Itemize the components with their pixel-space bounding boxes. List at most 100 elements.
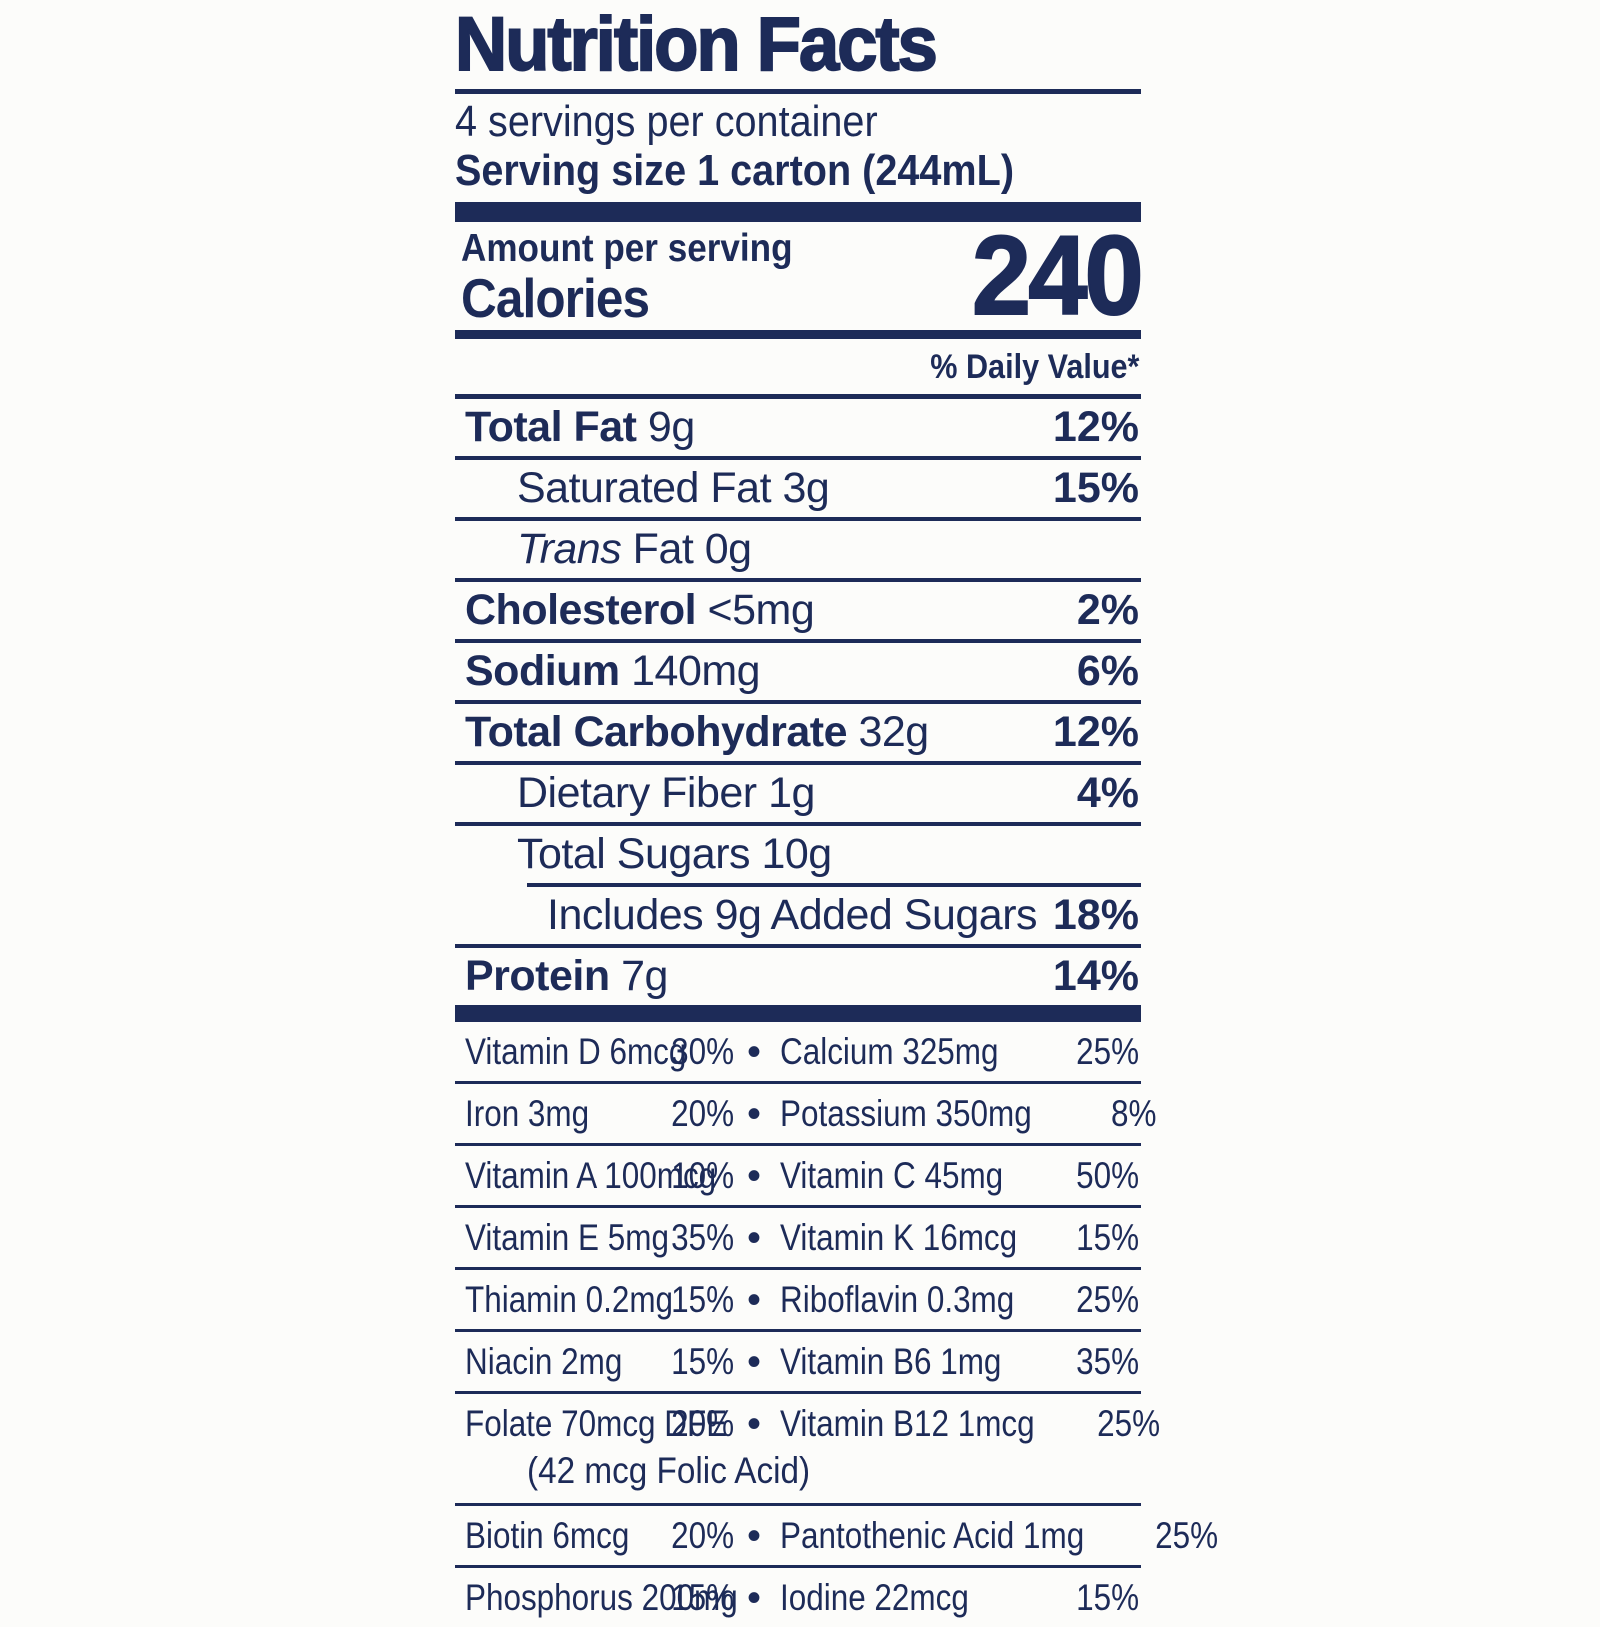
nutrient-dv: 4% — [1076, 769, 1139, 817]
micronutrient-left-dv-cell: 15% — [660, 1575, 734, 1620]
nutrient-amount: 9g — [636, 403, 695, 451]
micronutrient-row: Folate 70mcg DFE 20% • Vitamin B12 1mcg 25% (… — [455, 1394, 1160, 1506]
micronutrient-left-cell: Niacin 2mg — [465, 1339, 660, 1384]
micronutrient-left-cell: Phosphorus 200mg — [465, 1575, 738, 1620]
divider-thick-bar-bottom — [455, 1005, 1141, 1022]
micronutrient-row-grid: Thiamin 0.2mg 15% • Riboflavin 0.3mg 25% — [465, 1277, 1139, 1322]
nutrient-name: Cholesterol <5mg — [465, 586, 815, 634]
nutrient-dv: 15% — [1052, 464, 1139, 512]
micronutrient-right-dv: 25% — [1076, 1279, 1139, 1320]
nutrient-name: Includes 9g Added Sugars — [465, 892, 1038, 939]
micronutrient-right-dv-cell: 25% — [1059, 1277, 1139, 1322]
label-title: Nutrition Facts — [454, 5, 1141, 94]
divider-thick-bar-top — [455, 202, 1141, 222]
micronutrient-row: Niacin 2mg 15% • Vitamin B6 1mg 35% — [455, 1332, 1141, 1394]
micronutrient-right-name: Potassium 350mg — [780, 1093, 1032, 1134]
micronutrient-right-dv-cell: 25% — [1080, 1401, 1160, 1446]
micronutrient-right-cell: Vitamin B12 1mcg — [780, 1401, 1080, 1446]
micronutrient-right-dv: 8% — [1110, 1093, 1157, 1134]
micronutrient-right-dv-cell: 15% — [1059, 1215, 1139, 1260]
nutrient-row: Trans Fat 0g — [455, 521, 1141, 582]
calories-label: Calories — [461, 267, 650, 329]
calories-block: Amount per serving Calories 240 — [455, 219, 1145, 333]
micronutrient-left-dv-cell: 20% — [660, 1513, 734, 1558]
micronutrient-left-dv: 20% — [671, 1093, 735, 1134]
nutrient-amount: 32g — [847, 708, 929, 756]
nutrient-row: Includes 9g Added Sugars 18% — [455, 887, 1141, 948]
micronutrient-left-dv-cell: 10% — [660, 1153, 734, 1198]
serving-size-label: Serving size — [455, 146, 687, 195]
bullet-icon: • — [746, 1277, 761, 1322]
nutrient-name: Trans Fat 0g — [465, 526, 752, 573]
micronutrient-row-grid: Vitamin A 100mcg 10% • Vitamin C 45mg 50% — [465, 1153, 1139, 1198]
nutrient-dv: 12% — [1052, 708, 1139, 756]
micronutrient-right-dv: 25% — [1096, 1403, 1160, 1444]
nutrient-row: Protein 7g 14% — [455, 948, 1141, 1005]
bullet-icon: • — [746, 1513, 761, 1558]
micronutrient-left-cell: Biotin 6mcg — [465, 1513, 660, 1558]
nutrient-row: Sodium 140mg 6% — [455, 643, 1141, 704]
micronutrient-left-name: Niacin 2mg — [465, 1341, 623, 1382]
nutrient-dv: 12% — [1052, 403, 1139, 451]
nutrient-row: Dietary Fiber 1g 4% — [455, 765, 1141, 826]
nutrient-name-text: Total Fat — [465, 403, 637, 451]
micronutrient-row: Vitamin D 6mcg 30% • Calcium 325mg 25% — [455, 1022, 1141, 1084]
nutrient-name-text: Cholesterol — [465, 586, 697, 634]
nutrient-row: Cholesterol <5mg 2% — [455, 582, 1141, 643]
micronutrient-left-name: Iron 3mg — [465, 1093, 590, 1134]
micronutrient-right-dv-cell: 50% — [1059, 1153, 1139, 1198]
micronutrient-left-cell: Vitamin A 100mcg — [465, 1153, 716, 1198]
micronutrient-right-cell: Pantothenic Acid 1mg — [780, 1513, 1138, 1558]
micronutrient-left-dv-cell: 30% — [660, 1029, 734, 1074]
micronutrient-left-dv: 20% — [671, 1403, 735, 1444]
nutrient-name: Dietary Fiber 1g — [465, 770, 815, 817]
micronutrient-left-dv-cell: 15% — [660, 1277, 734, 1322]
nutrient-name: Sodium 140mg — [465, 648, 761, 695]
nutrient-row: Saturated Fat 3g 15% — [455, 460, 1141, 521]
bullet-icon: • — [746, 1153, 761, 1198]
nutrient-amount: 7g — [609, 952, 668, 1000]
nutrient-amount: 0g — [693, 525, 752, 573]
micronutrient-right-name: Pantothenic Acid 1mg — [780, 1515, 1085, 1556]
nutrient-name-text: Dietary Fiber — [517, 769, 757, 817]
micronutrient-right-dv: 15% — [1076, 1217, 1139, 1258]
micronutrient-right-name: Calcium 325mg — [780, 1031, 999, 1072]
micronutrient-right-cell: Vitamin K 16mcg — [780, 1215, 1059, 1260]
micronutrient-right-cell: Calcium 325mg — [780, 1029, 1059, 1074]
micronutrient-left-dv-cell: 20% — [660, 1091, 734, 1136]
micronutrient-right-dv: 25% — [1154, 1515, 1218, 1556]
micronutrient-left-dv: 15% — [671, 1279, 735, 1320]
micronutrient-row: Iron 3mg 20% • Potassium 350mg 8% — [455, 1084, 1156, 1146]
micronutrient-row-grid: Folate 70mcg DFE 20% • Vitamin B12 1mcg 25% — [465, 1401, 1160, 1446]
bullet-icon: • — [746, 1401, 761, 1446]
micronutrient-right-cell: Potassium 350mg — [780, 1091, 1076, 1136]
nutrient-dv: 2% — [1076, 586, 1139, 634]
micronutrient-left-cell: Iron 3mg — [465, 1091, 660, 1136]
nutrient-dv: 18% — [1052, 891, 1139, 939]
micronutrient-right-dv-cell: 35% — [1059, 1339, 1139, 1384]
micronutrient-row: Biotin 6mcg 20% • Pantothenic Acid 1mg 25% — [455, 1506, 1218, 1568]
micronutrient-right-name: Vitamin B6 1mg — [780, 1341, 1002, 1382]
micronutrient-left-dv-cell: 35% — [660, 1215, 734, 1260]
nutrient-name: Total Carbohydrate 32g — [465, 709, 929, 756]
micronutrient-left-dv: 15% — [671, 1577, 735, 1618]
micronutrient-left-dv: 15% — [671, 1341, 735, 1382]
nutrient-amount: 1g — [756, 769, 815, 817]
amount-per-serving-label: Amount per serving — [461, 227, 793, 270]
nutrient-name: Protein 7g — [465, 953, 668, 1000]
nutrient-name: Total Fat 9g — [465, 404, 695, 451]
nutrient-amount: <5mg — [696, 586, 815, 634]
nutrient-amount: 3g — [771, 464, 830, 512]
micronutrient-right-dv-cell: 8% — [1076, 1091, 1156, 1136]
bullet-icon: • — [746, 1091, 761, 1136]
nutrient-amount: 10g — [750, 830, 832, 878]
micronutrient-left-dv: 30% — [671, 1031, 735, 1072]
micronutrient-right-dv: 15% — [1076, 1577, 1139, 1618]
calories-value: 240 — [971, 213, 1145, 338]
micronutrient-right-cell: Vitamin C 45mg — [780, 1153, 1059, 1198]
micronutrient-left-name: Folate 70mcg DFE — [465, 1403, 728, 1444]
micronutrient-left-name: Vitamin E 5mg — [465, 1217, 669, 1258]
micronutrient-row-grid: Vitamin D 6mcg 30% • Calcium 325mg 25% — [465, 1029, 1139, 1074]
micronutrient-right-name: Iodine 22mcg — [780, 1577, 969, 1618]
servings-per-container: 4 servings per container — [455, 97, 878, 146]
